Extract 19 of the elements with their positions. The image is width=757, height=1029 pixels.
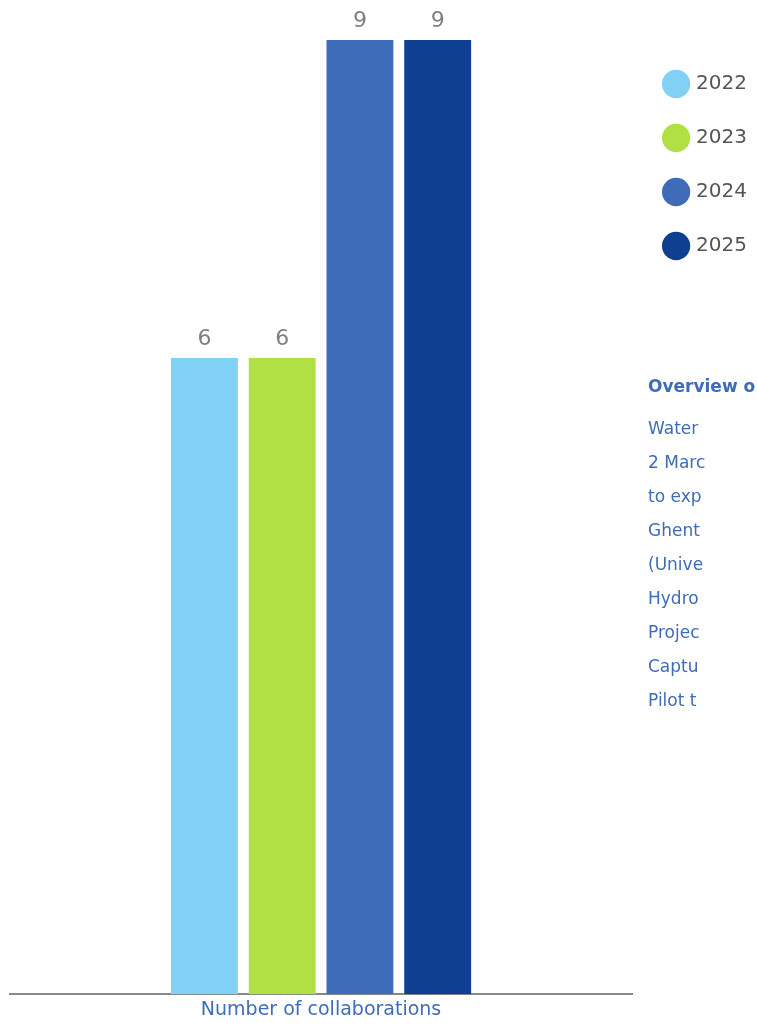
data-label: 9 — [352, 6, 367, 32]
data-label: 6 — [275, 324, 290, 350]
legend-label: 2023 — [696, 124, 748, 149]
legend-label: 2024 — [696, 178, 748, 203]
data-label: 9 — [430, 6, 445, 32]
text: Projec — [648, 622, 701, 642]
text: Hydro — [648, 588, 700, 608]
legend-label: 2025 — [696, 232, 748, 257]
data-label: 6 — [197, 324, 212, 350]
text: Ghent — [648, 520, 701, 540]
x-axis-title: Number of collaborations — [200, 996, 442, 1019]
text: Water — [648, 418, 700, 438]
text: Pilot t — [648, 690, 698, 710]
text: Overview o — [648, 376, 756, 396]
text: 2 Marc — [648, 452, 707, 472]
text: (Unive — [648, 554, 705, 574]
text: Captu — [648, 656, 700, 676]
legend-label: 2022 — [696, 70, 748, 95]
text: to exp — [648, 486, 703, 506]
